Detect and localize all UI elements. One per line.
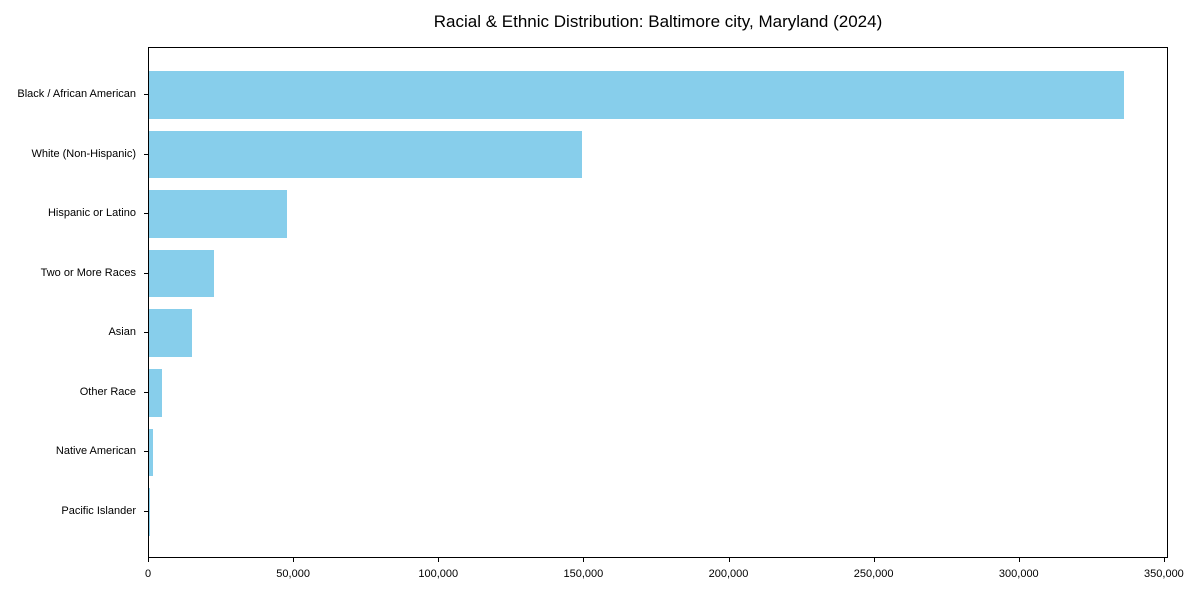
- x-tick-label: 250,000: [853, 568, 894, 580]
- bar-asian: [149, 309, 192, 358]
- y-axis-tick: [144, 213, 148, 215]
- x-axis-tick: [293, 558, 295, 562]
- bar-two-or-more-races: [149, 249, 215, 298]
- x-axis-tick: [148, 558, 149, 562]
- x-axis-tick: [728, 558, 730, 562]
- bar-pacific-islander: [149, 488, 150, 536]
- x-tick-label: 100,000: [418, 568, 459, 580]
- bar-native-american: [149, 428, 154, 477]
- x-axis-tick: [583, 558, 585, 562]
- y-axis-tick: [144, 451, 148, 453]
- y-tick-label: Pacific Islander: [61, 504, 136, 517]
- x-tick-label: 350,000: [1144, 568, 1184, 580]
- x-axis-tick: [438, 558, 440, 562]
- chart-title: Racial & Ethnic Distribution: Baltimore …: [433, 12, 883, 31]
- x-tick-label: 50,000: [276, 568, 310, 580]
- y-tick-label: Two or More Races: [40, 266, 136, 279]
- x-tick-label: 300,000: [998, 568, 1039, 580]
- y-tick-label: Other Race: [79, 385, 136, 398]
- x-tick-label: 0: [144, 568, 152, 580]
- y-axis-tick: [144, 510, 148, 512]
- bar-white-non-hispanic: [149, 130, 583, 179]
- y-tick-label: Native American: [55, 445, 136, 458]
- y-axis-tick: [144, 391, 148, 393]
- x-axis-tick: [1018, 558, 1020, 562]
- bar-other-race: [149, 369, 163, 417]
- plot-area: [148, 47, 1168, 558]
- x-tick-label: 150,000: [563, 568, 604, 580]
- y-tick-label: Hispanic or Latino: [47, 207, 136, 220]
- bar-hispanic-or-latino: [149, 190, 287, 238]
- x-tick-label: 200,000: [708, 568, 749, 580]
- y-tick-label: Black / African American: [17, 88, 136, 100]
- y-axis-tick: [144, 332, 148, 334]
- y-axis-tick: [144, 272, 148, 274]
- x-axis-tick: [873, 558, 875, 562]
- bar-black-african-american: [149, 71, 1124, 119]
- x-axis-tick: [1163, 558, 1165, 562]
- y-axis-tick: [144, 94, 148, 95]
- y-tick-label: Asian: [108, 326, 136, 339]
- y-axis-tick: [144, 153, 148, 155]
- y-tick-label: White (Non-Hispanic): [31, 147, 136, 160]
